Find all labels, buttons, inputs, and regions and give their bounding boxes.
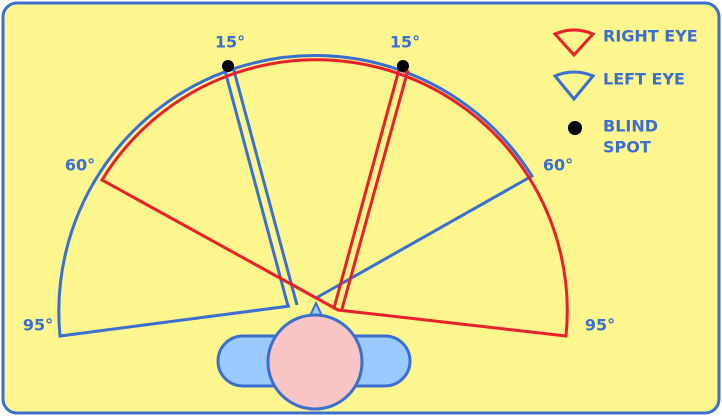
- legend-label: BLIND: [603, 117, 658, 136]
- page: 15° 15° 60° 60° 95° 95° RIGHT EYE LEFT E…: [0, 0, 722, 416]
- head: [268, 315, 362, 409]
- angle-label: 60°: [543, 156, 573, 175]
- angle-label: 95°: [585, 316, 615, 335]
- legend-label: RIGHT EYE: [603, 27, 698, 46]
- angle-label: 60°: [65, 156, 95, 175]
- angle-label: 15°: [390, 33, 420, 52]
- legend-blind-spot-icon: [568, 121, 582, 135]
- diagram: 15° 15° 60° 60° 95° 95° RIGHT EYE LEFT E…: [0, 0, 722, 416]
- angle-label: 15°: [215, 33, 245, 52]
- legend-label: LEFT EYE: [603, 70, 685, 89]
- blind-spot-dot: [222, 60, 234, 72]
- blind-spot-dot: [397, 60, 409, 72]
- legend-label: SPOT: [603, 138, 651, 157]
- angle-label: 95°: [23, 316, 53, 335]
